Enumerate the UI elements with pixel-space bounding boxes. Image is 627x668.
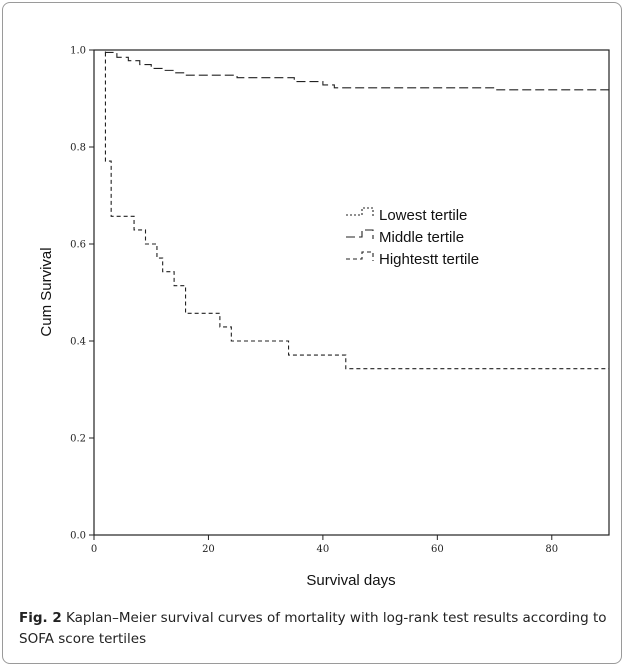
- legend-swatch: [346, 252, 373, 261]
- y-tick-label: 0.0: [70, 531, 86, 542]
- x-axis-title: Survival days: [306, 572, 395, 589]
- legend-label: Middle tertile: [379, 229, 464, 246]
- legend-label: Lowest tertile: [379, 207, 467, 224]
- y-tick-label: 0.6: [70, 240, 86, 251]
- plot-area-frame: [94, 50, 609, 535]
- km-chart: 0.0 0.2 0.4 0.6 0.8 1.0 0 20 40 60 80 Lowest tert…: [3, 3, 623, 603]
- y-tick-label: 0.8: [70, 143, 86, 154]
- km-curve-series-2: [94, 50, 609, 90]
- legend: Lowest tertile Middle tertile Hightestt te…: [346, 207, 479, 268]
- x-tick-label: 80: [545, 544, 558, 555]
- x-tick-label: 40: [317, 544, 330, 555]
- legend-swatch: [346, 230, 373, 239]
- legend-swatch: [346, 208, 373, 217]
- figure-panel: 0.0 0.2 0.4 0.6 0.8 1.0 0 20 40 60 80 Lowest tert…: [2, 2, 622, 664]
- y-tick-label: 1.0: [70, 46, 86, 57]
- y-axis-ticks: 0.0 0.2 0.4 0.6 0.8 1.0: [70, 46, 94, 542]
- survival-curves: [94, 50, 609, 369]
- y-axis-title: Cum Survival: [38, 247, 55, 336]
- legend-label: Hightestt tertile: [379, 251, 479, 268]
- y-tick-label: 0.4: [70, 337, 86, 348]
- x-tick-label: 0: [91, 544, 97, 555]
- caption-label: Fig. 2: [19, 610, 62, 626]
- figure-caption: Fig. 2 Kaplan–Meier survival curves of m…: [19, 608, 609, 650]
- x-axis-ticks: 0 20 40 60 80: [91, 535, 558, 555]
- caption-text: Kaplan–Meier survival curves of mortalit…: [19, 610, 607, 647]
- km-curve-series-3: [94, 50, 609, 369]
- x-tick-label: 20: [202, 544, 215, 555]
- y-tick-label: 0.2: [70, 434, 86, 445]
- x-tick-label: 60: [431, 544, 444, 555]
